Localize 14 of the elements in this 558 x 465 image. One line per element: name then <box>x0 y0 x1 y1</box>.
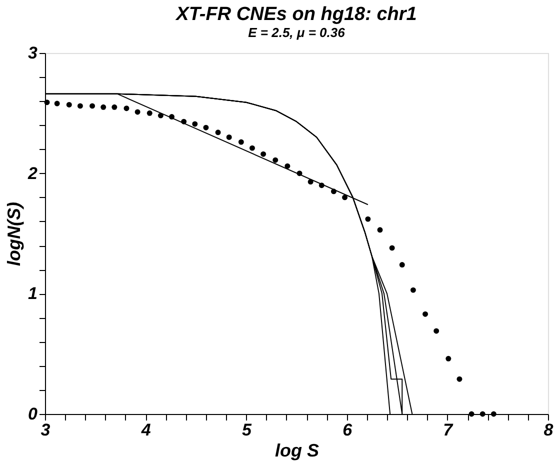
y-tick-label: 0 <box>28 404 38 424</box>
y-tick-label: 1 <box>28 284 38 304</box>
y-tick-label: 2 <box>27 164 38 183</box>
x-tick-label: 6 <box>342 420 353 440</box>
x-tick-label: 5 <box>242 420 252 440</box>
chart-title: XT-FR CNEs on hg18: chr1 <box>175 4 417 25</box>
x-tick-label: 4 <box>140 420 152 440</box>
y-axis-title: logN(S) <box>4 202 24 266</box>
y-tick-label: 3 <box>28 44 38 62</box>
x-tick-label: 8 <box>544 420 554 440</box>
x-tick-label: 7 <box>443 420 454 440</box>
chart-subtitle: E = 2.5, μ = 0.36 <box>248 25 346 40</box>
x-axis-title: log S <box>275 440 319 460</box>
x-tick-label: 3 <box>40 420 51 440</box>
